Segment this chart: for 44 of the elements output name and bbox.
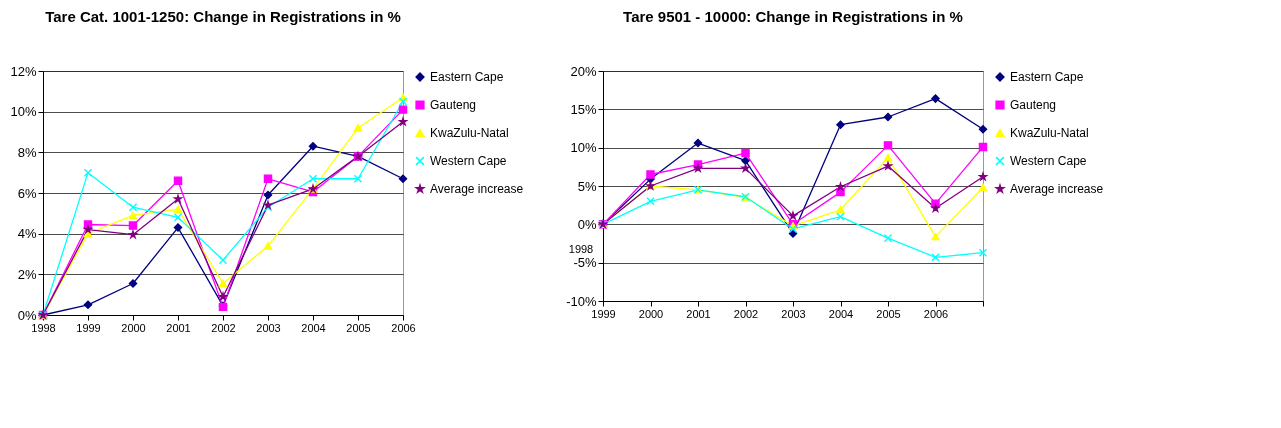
x-tick-label: 1999	[591, 307, 616, 320]
legend-label: Eastern Cape	[430, 70, 504, 84]
legend-label: Western Cape	[430, 154, 507, 168]
legend-label: KwaZulu-Natal	[1010, 126, 1089, 140]
legend-label: KwaZulu-Natal	[430, 126, 509, 140]
y-tick-label: 5%	[577, 178, 597, 194]
y-tick-label: 10%	[570, 140, 597, 156]
y-tick-label: -10%	[566, 293, 597, 309]
chart-title: Tare Cat. 1001-1250: Change in Registrations in %	[45, 8, 401, 25]
x-tick-label: 2004	[828, 307, 854, 320]
legend-label: Average increase	[430, 182, 524, 196]
x-tick-label: 2002	[211, 321, 236, 334]
x-tick-label: 2002	[733, 307, 759, 320]
y-tick-label: 8%	[17, 144, 37, 160]
legend-label: Gauteng	[430, 98, 477, 112]
y-tick-label: -5%	[573, 255, 597, 271]
y-tick-label: 12%	[10, 63, 37, 79]
x-tick-label: 2003	[256, 321, 281, 334]
y-tick-label: 0%	[17, 307, 37, 323]
x-tick-label: 2006	[391, 321, 416, 334]
y-tick-label: 2%	[17, 266, 37, 282]
x-tick-label: 1999	[76, 321, 101, 334]
legend-label: Western Cape	[1010, 154, 1087, 168]
legend-label: Gauteng	[1010, 98, 1057, 112]
x-tick-label: 1998	[31, 321, 56, 334]
x-tick-label: 2000	[638, 307, 664, 320]
y-tick-label: 4%	[17, 226, 37, 242]
y-tick-label: 6%	[17, 185, 37, 201]
x-tick-label: 2001	[686, 307, 711, 320]
y-tick-label: 0%	[577, 216, 597, 232]
x-tick-label: 2004	[301, 321, 326, 334]
y-tick-label: 15%	[570, 101, 597, 117]
y-tick-label: 20%	[570, 63, 597, 79]
chart-title: Tare 9501 - 10000: Change in Registrations in %	[623, 8, 963, 25]
x-tick-label: 2005	[346, 321, 371, 334]
text: 1998	[568, 243, 594, 256]
x-tick-label: 2001	[166, 321, 191, 334]
legend-label: Eastern Cape	[1010, 70, 1084, 84]
x-tick-label: 2000	[121, 321, 146, 334]
x-tick-label: 2003	[781, 307, 806, 320]
y-tick-label: 10%	[10, 104, 37, 120]
legend-label: Average increase	[1010, 182, 1104, 196]
x-tick-label: 2005	[876, 307, 901, 320]
x-tick-label: 2006	[923, 307, 949, 320]
